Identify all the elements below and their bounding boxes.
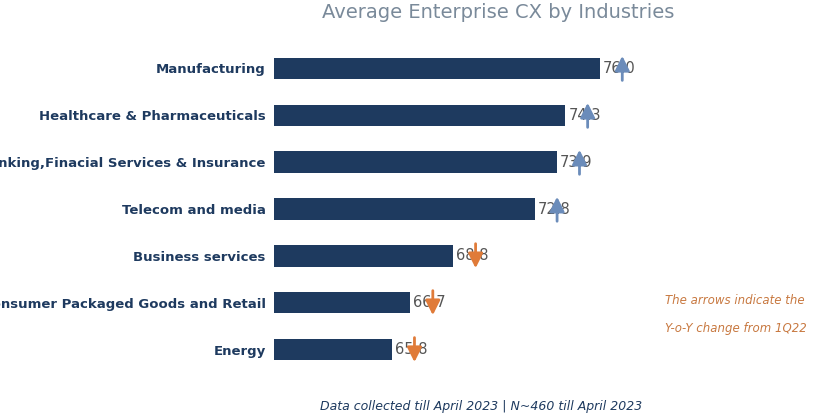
Bar — [274, 292, 410, 314]
Bar — [274, 104, 565, 126]
Text: 74.3: 74.3 — [569, 107, 601, 122]
Bar — [274, 199, 535, 219]
Bar — [274, 58, 600, 79]
Text: 76.0: 76.0 — [603, 61, 636, 76]
Bar — [274, 151, 557, 173]
Text: 66.7: 66.7 — [413, 296, 446, 311]
Text: 72.8: 72.8 — [538, 201, 570, 217]
Text: 73.9: 73.9 — [560, 155, 593, 170]
Text: Y-o-Y change from 1Q22: Y-o-Y change from 1Q22 — [665, 322, 807, 335]
Title: Average Enterprise CX by Industries: Average Enterprise CX by Industries — [322, 3, 674, 22]
Text: The arrows indicate the: The arrows indicate the — [665, 294, 804, 307]
Bar — [274, 339, 392, 360]
Text: 68.8: 68.8 — [457, 248, 489, 263]
Text: 65.8: 65.8 — [395, 342, 427, 357]
Bar — [274, 245, 453, 267]
Text: Data collected till April 2023 | N~460 till April 2023: Data collected till April 2023 | N~460 t… — [320, 400, 642, 413]
